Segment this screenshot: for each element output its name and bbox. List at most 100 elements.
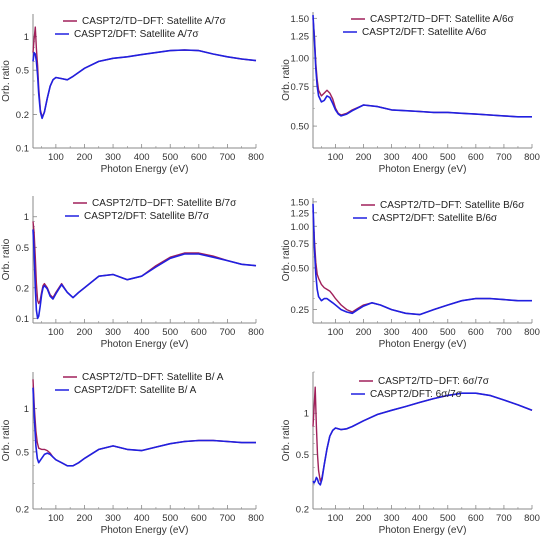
x-axis-title: Photon Energy (eV) [101,525,189,536]
x-tick-label: 600 [191,152,207,163]
x-tick-label: 800 [248,152,264,163]
chart-panel-3: 100 200 300 400 500 600 700 800 0.1 0.2 0.5 1 Photon… [1,196,264,350]
x-tick-label: 400 [134,513,150,524]
legend-label: CASPT2/DFT: Satellite B/7σ [84,211,210,222]
legend-label: CASPT2/TD−DFT: Satellite A/6σ [370,14,515,25]
series-line-dft [312,15,532,118]
chart-panel-5: 100 200 300 400 500 600 700 800 0.2 0.5 1 Photon En… [1,372,264,536]
x-tick-label: 100 [328,513,344,524]
legend-label: CASPT2/TD−DFT: 6σ/7σ [378,376,490,387]
x-tick-label: 500 [162,327,178,338]
x-axis-title: Photon Energy (eV) [101,164,189,175]
x-tick-label: 600 [191,513,207,524]
y-axis-title: Orb. ratio [1,60,12,102]
y-axis-title: Orb. ratio [281,239,292,281]
y-axis-title: Orb. ratio [1,238,12,280]
x-tick-label: 300 [384,152,400,163]
x-tick-label: 600 [468,327,484,338]
y-tick-label: 1.50 [291,14,310,25]
legend-label: CASPT2/DFT: Satellite B/ A [74,385,197,396]
y-tick-label: 0.50 [291,122,310,133]
x-tick-label: 700 [496,152,512,163]
chart-panel-6: 100 200 300 400 500 600 700 800 0.2 0.5 1 Photon En… [281,371,540,536]
y-tick-label: 0.2 [16,505,29,516]
series-line-dft [312,392,533,486]
y-tick-label: 0.25 [291,305,310,316]
x-tick-label: 700 [219,152,235,163]
x-tick-label: 800 [524,513,540,524]
chart-panel-2: 100 200 300 400 500 600 700 800 0.50 0.75 1.00 1.25… [281,12,540,175]
x-tick-label: 300 [105,513,121,524]
x-tick-label: 300 [384,327,400,338]
y-tick-label: 0.2 [16,283,29,294]
x-tick-label: 100 [328,152,344,163]
y-tick-label: 0.75 [291,82,310,93]
y-tick-label: 0.5 [16,447,29,458]
y-tick-label: 1 [24,212,29,223]
x-tick-label: 300 [384,513,400,524]
x-tick-label: 100 [48,513,64,524]
chart-panel-1: 100 200 300 400 500 600 700 800 0.1 0.2 0.5 1 Photon… [1,14,264,175]
x-tick-label: 500 [162,513,178,524]
x-tick-label: 300 [105,327,121,338]
y-tick-label: 1.00 [291,222,310,233]
y-tick-label: 0.75 [291,239,310,250]
x-tick-label: 100 [328,327,344,338]
legend-label: CASPT2/TD−DFT: Satellite A/7σ [82,16,227,27]
y-tick-label: 0.5 [296,450,309,461]
y-tick-label: 0.2 [296,505,309,516]
y-tick-label: 0.2 [16,110,29,121]
x-tick-label: 500 [440,513,456,524]
x-tick-label: 200 [356,327,372,338]
series-line-dft [312,203,532,316]
y-tick-label: 1 [304,409,309,420]
x-axis-title: Photon Energy (eV) [101,339,189,350]
y-tick-label: 1 [24,404,29,415]
y-tick-label: 0.5 [16,243,29,254]
legend-label: CASPT2/TD−DFT: Satellite B/7σ [92,198,237,209]
x-tick-label: 200 [77,152,93,163]
x-tick-label: 700 [219,327,235,338]
x-tick-label: 400 [412,327,428,338]
x-tick-label: 200 [77,327,93,338]
y-tick-label: 0.5 [16,66,29,77]
x-tick-label: 800 [248,327,264,338]
y-axis-title: Orb. ratio [281,59,292,101]
x-tick-label: 700 [219,513,235,524]
series-line-dft [32,229,257,320]
x-tick-label: 600 [468,152,484,163]
x-tick-label: 400 [134,152,150,163]
y-tick-label: 1.25 [291,208,310,219]
x-tick-label: 600 [191,327,207,338]
x-tick-label: 400 [134,327,150,338]
y-tick-label: 0.50 [291,263,310,274]
x-tick-label: 700 [496,513,512,524]
y-tick-label: 0.1 [16,314,29,325]
y-tick-label: 1 [24,32,29,43]
x-tick-label: 400 [412,152,428,163]
series-line-dft [32,49,257,120]
x-tick-label: 100 [48,327,64,338]
x-axis-title: Photon Energy (eV) [379,525,467,536]
x-tick-label: 100 [48,152,64,163]
y-tick-label: 1.50 [291,197,310,208]
x-tick-label: 200 [77,513,93,524]
x-tick-label: 800 [524,152,540,163]
x-tick-label: 700 [496,327,512,338]
x-tick-label: 200 [356,152,372,163]
x-tick-label: 800 [524,327,540,338]
x-tick-label: 600 [468,513,484,524]
x-tick-label: 400 [412,513,428,524]
chart-panel-4: 100 200 300 400 500 600 700 800 0.25 0.50 0.75 1.00… [281,197,540,350]
y-tick-label: 0.1 [16,144,29,155]
series-line-td-dft [32,26,257,118]
y-axis-title: Orb. ratio [1,419,12,461]
legend-label: CASPT2/DFT: 6σ/7σ [370,389,463,400]
x-tick-label: 500 [440,152,456,163]
y-tick-label: 1.25 [291,32,310,43]
x-axis-title: Photon Energy (eV) [379,164,467,175]
legend-label: CASPT2/TD−DFT: Satellite B/6σ [380,200,525,211]
series-line-dft [32,387,256,467]
legend-label: CASPT2/DFT: Satellite A/6σ [362,27,487,38]
